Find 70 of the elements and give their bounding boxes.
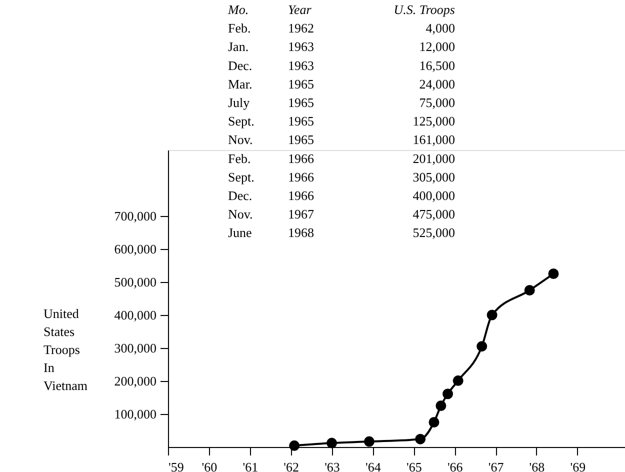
- text: Nov.: [228, 132, 253, 148]
- x-tick-label: '66: [447, 460, 464, 472]
- x-tick-label: '60: [202, 460, 218, 472]
- point: [486, 310, 498, 320]
- text: Dec.: [228, 58, 252, 73]
- text: Sept.: [228, 114, 254, 129]
- point: [436, 400, 446, 411]
- annotation: 201,000: [412, 150, 455, 166]
- text: 75,000: [419, 95, 455, 110]
- x-tick-label: '63: [324, 460, 340, 472]
- annotation: 400,000: [412, 188, 455, 203]
- annotation: Feb.: [228, 150, 251, 166]
- text: U.S. Troops: [394, 2, 455, 17]
- y-axis-title: United States Troops In Vietnam: [44, 306, 88, 393]
- point: [524, 285, 535, 296]
- text: 1963: [288, 39, 314, 54]
- text: 1963: [288, 58, 314, 73]
- text: 1962: [288, 20, 314, 36]
- x-tick-label: '65: [406, 460, 422, 472]
- text: 1965: [288, 76, 314, 92]
- text: Feb.: [228, 20, 251, 36]
- text: Mar.: [228, 76, 252, 92]
- text: 24,000: [419, 76, 455, 92]
- text: 16,500: [419, 58, 455, 73]
- annotation: June: [228, 225, 252, 240]
- text: Jan.: [228, 39, 249, 54]
- text: 12,000: [419, 39, 455, 54]
- annotation: 1966: [288, 169, 314, 184]
- y-tick-label: 300,000: [114, 340, 156, 356]
- annotation: 1966: [288, 188, 314, 203]
- text: 161,000: [412, 132, 455, 148]
- text: July: [228, 95, 250, 110]
- text: Year: [288, 2, 312, 17]
- y-tick-label: 500,000: [114, 274, 156, 290]
- x-tick-label: '64: [366, 460, 382, 472]
- x-tick-label: '62: [284, 460, 300, 472]
- point: [415, 434, 426, 444]
- point: [452, 375, 464, 386]
- annotation: Sept.: [228, 169, 254, 184]
- text: 1965: [288, 95, 314, 110]
- text: 4,000: [426, 20, 455, 36]
- annotation: 1967: [288, 206, 314, 222]
- x-tick-label: '61: [242, 460, 258, 472]
- x-tick-label: '59: [168, 460, 184, 472]
- point: [289, 440, 300, 451]
- point: [326, 438, 338, 448]
- x-tick-label: '69: [570, 460, 586, 472]
- text: Mo.: [227, 2, 249, 17]
- y-tick-label: 600,000: [114, 242, 156, 256]
- point: [364, 436, 374, 447]
- y-tick-label: 400,000: [114, 308, 156, 322]
- annotation: 1968: [288, 225, 314, 240]
- annotation: 305,000: [412, 169, 455, 184]
- annotation: Nov.: [228, 206, 253, 222]
- y-tick-label: 100,000: [114, 406, 156, 422]
- text: 1965: [288, 114, 314, 129]
- point: [428, 417, 440, 428]
- annotation: 1966: [288, 150, 314, 166]
- text: 125,000: [412, 114, 455, 129]
- y-tick-label: 700,000: [114, 208, 156, 224]
- x-tick-label: '67: [488, 460, 504, 472]
- annotation: 525,000: [412, 225, 455, 240]
- point: [442, 388, 454, 400]
- y-tick-label: 200,000: [114, 374, 156, 388]
- point: [476, 341, 488, 352]
- annotation: 475,000: [412, 206, 455, 222]
- text: 1965: [288, 132, 314, 148]
- point: [548, 268, 559, 279]
- annotation: Dec.: [228, 188, 252, 203]
- x-tick-label: '68: [529, 460, 545, 472]
